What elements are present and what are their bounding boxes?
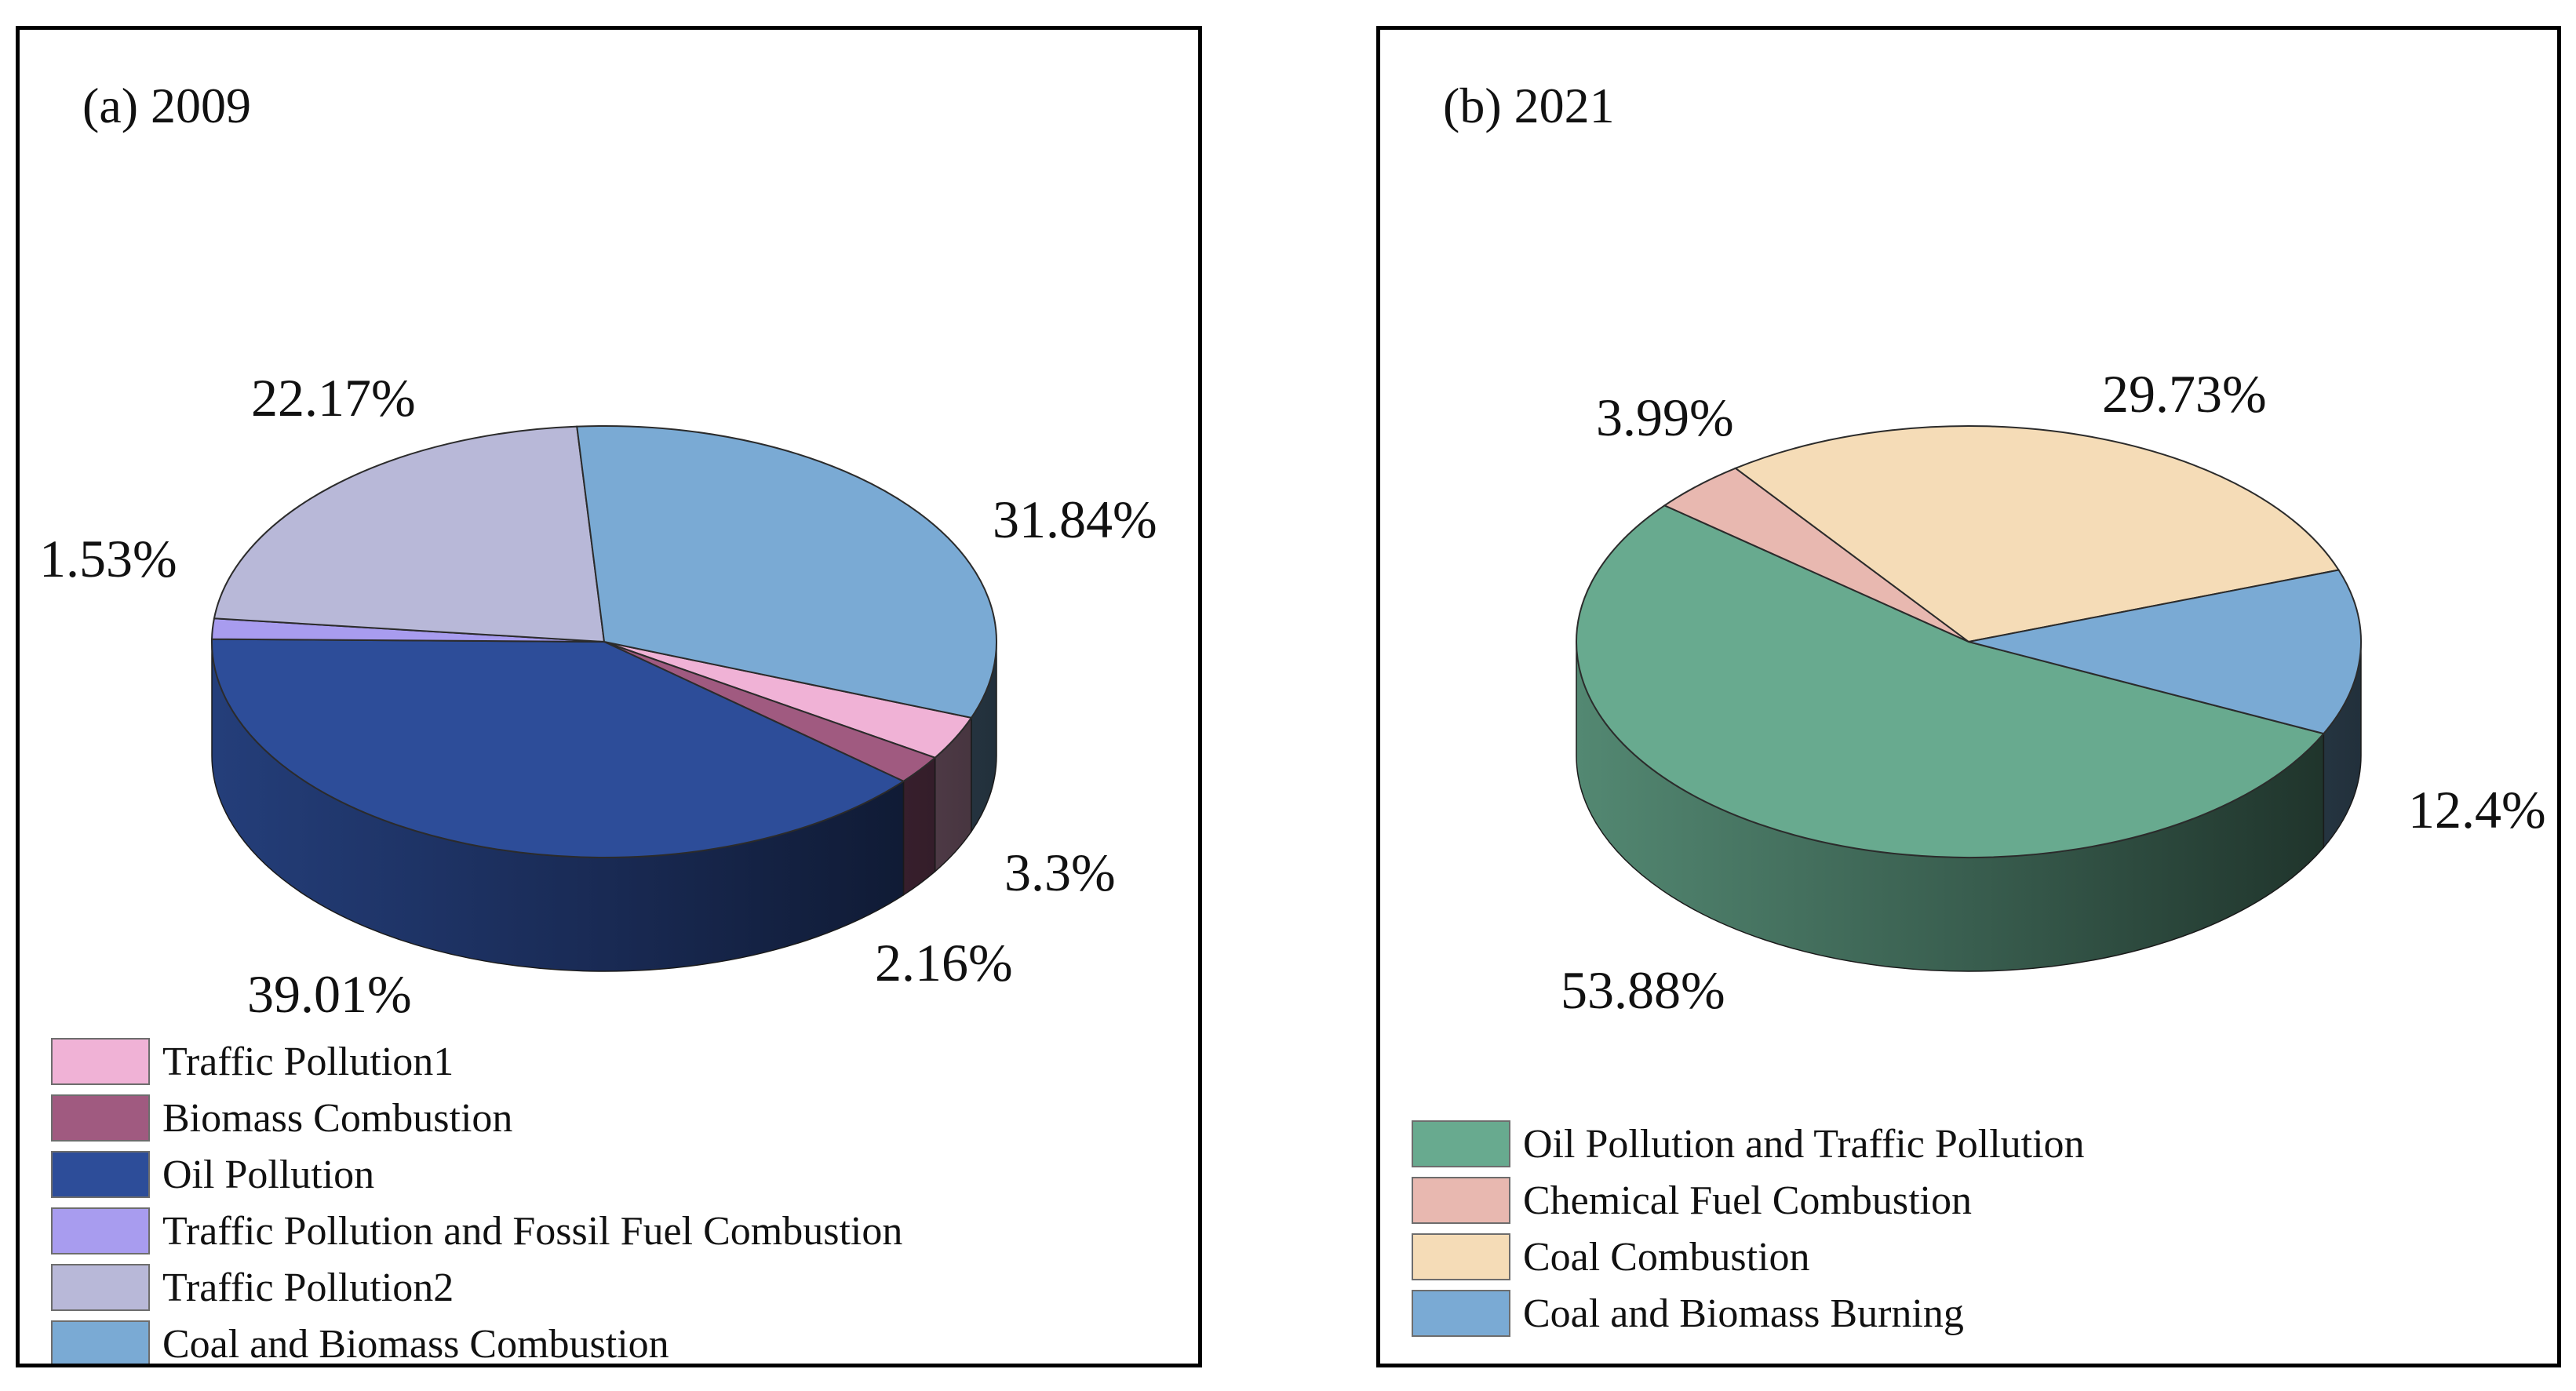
legend-swatch [51, 1151, 150, 1198]
slice-oil-pollution [211, 638, 905, 858]
slice-label-traffic-pollution2: 22.17% [251, 368, 416, 428]
chart-panel-2009: (a) 2009 22.17% 31.84% 1.53% 3.3% 2.16% … [16, 26, 1202, 1367]
slice-label-traffic-pollution1: 3.3% [1004, 843, 1116, 902]
panel-title: (b) 2021 [1443, 78, 1615, 133]
slice-label-coal-combustion: 29.73% [2102, 364, 2267, 424]
legend-label: Traffic Pollution2 [162, 1265, 454, 1310]
slice-coal-combustion [1733, 425, 2341, 643]
slice-oil-pollution-and-traffic-pollution [1576, 504, 2326, 858]
slice-label-oil-pollution: 39.01% [247, 964, 412, 1024]
legend-swatch [1412, 1233, 1510, 1280]
legend-label: Coal Combustion [1523, 1235, 1810, 1280]
slice-coal-and-biomass-combustion [576, 425, 997, 719]
slice-label-traffic-pollution-and-fossil-fuel: 1.53% [39, 529, 177, 588]
legend-label: Oil Pollution and Traffic Pollution [1523, 1122, 2085, 1167]
legend-swatch [51, 1038, 150, 1085]
slice-traffic-pollution2 [213, 425, 606, 643]
pie-chart-2009 [211, 425, 997, 972]
legend-swatch [51, 1094, 150, 1142]
legend-label: Biomass Combustion [162, 1096, 513, 1141]
slice-coal-and-biomass-burning [1968, 569, 2362, 735]
legend-swatch [1412, 1290, 1510, 1337]
legend-label: Traffic Pollution and Fossil Fuel Combus… [162, 1209, 903, 1254]
slice-label-oil-and-traffic-pollution: 53.88% [1561, 960, 1725, 1020]
legend-swatch [1412, 1177, 1510, 1224]
slice-label-biomass-combustion: 2.16% [875, 933, 1013, 992]
legend-swatch [51, 1207, 150, 1254]
legend-label: Traffic Pollution1 [162, 1040, 454, 1084]
panel-title: (a) 2009 [82, 78, 252, 133]
slice-label-coal-and-biomass-combustion: 31.84% [993, 490, 1157, 549]
pie-chart-2021 [1576, 425, 2362, 972]
slice-label-coal-and-biomass-burning: 12.4% [2408, 780, 2546, 839]
slice-label-chemical-fuel-combustion: 3.99% [1596, 388, 1734, 447]
legend-label: Coal and Biomass Burning [1523, 1291, 1964, 1336]
legend-swatch [1412, 1120, 1510, 1167]
legend-label: Chemical Fuel Combustion [1523, 1178, 1972, 1223]
legend-swatch [51, 1320, 150, 1364]
legend-swatch [51, 1264, 150, 1311]
legend-label: Coal and Biomass Combustion [162, 1322, 669, 1367]
chart-panel-2021: (b) 2021 3.99% 29.73% 12.4% 53.88% Oil P… [1376, 26, 2561, 1367]
legend-label: Oil Pollution [162, 1152, 375, 1197]
